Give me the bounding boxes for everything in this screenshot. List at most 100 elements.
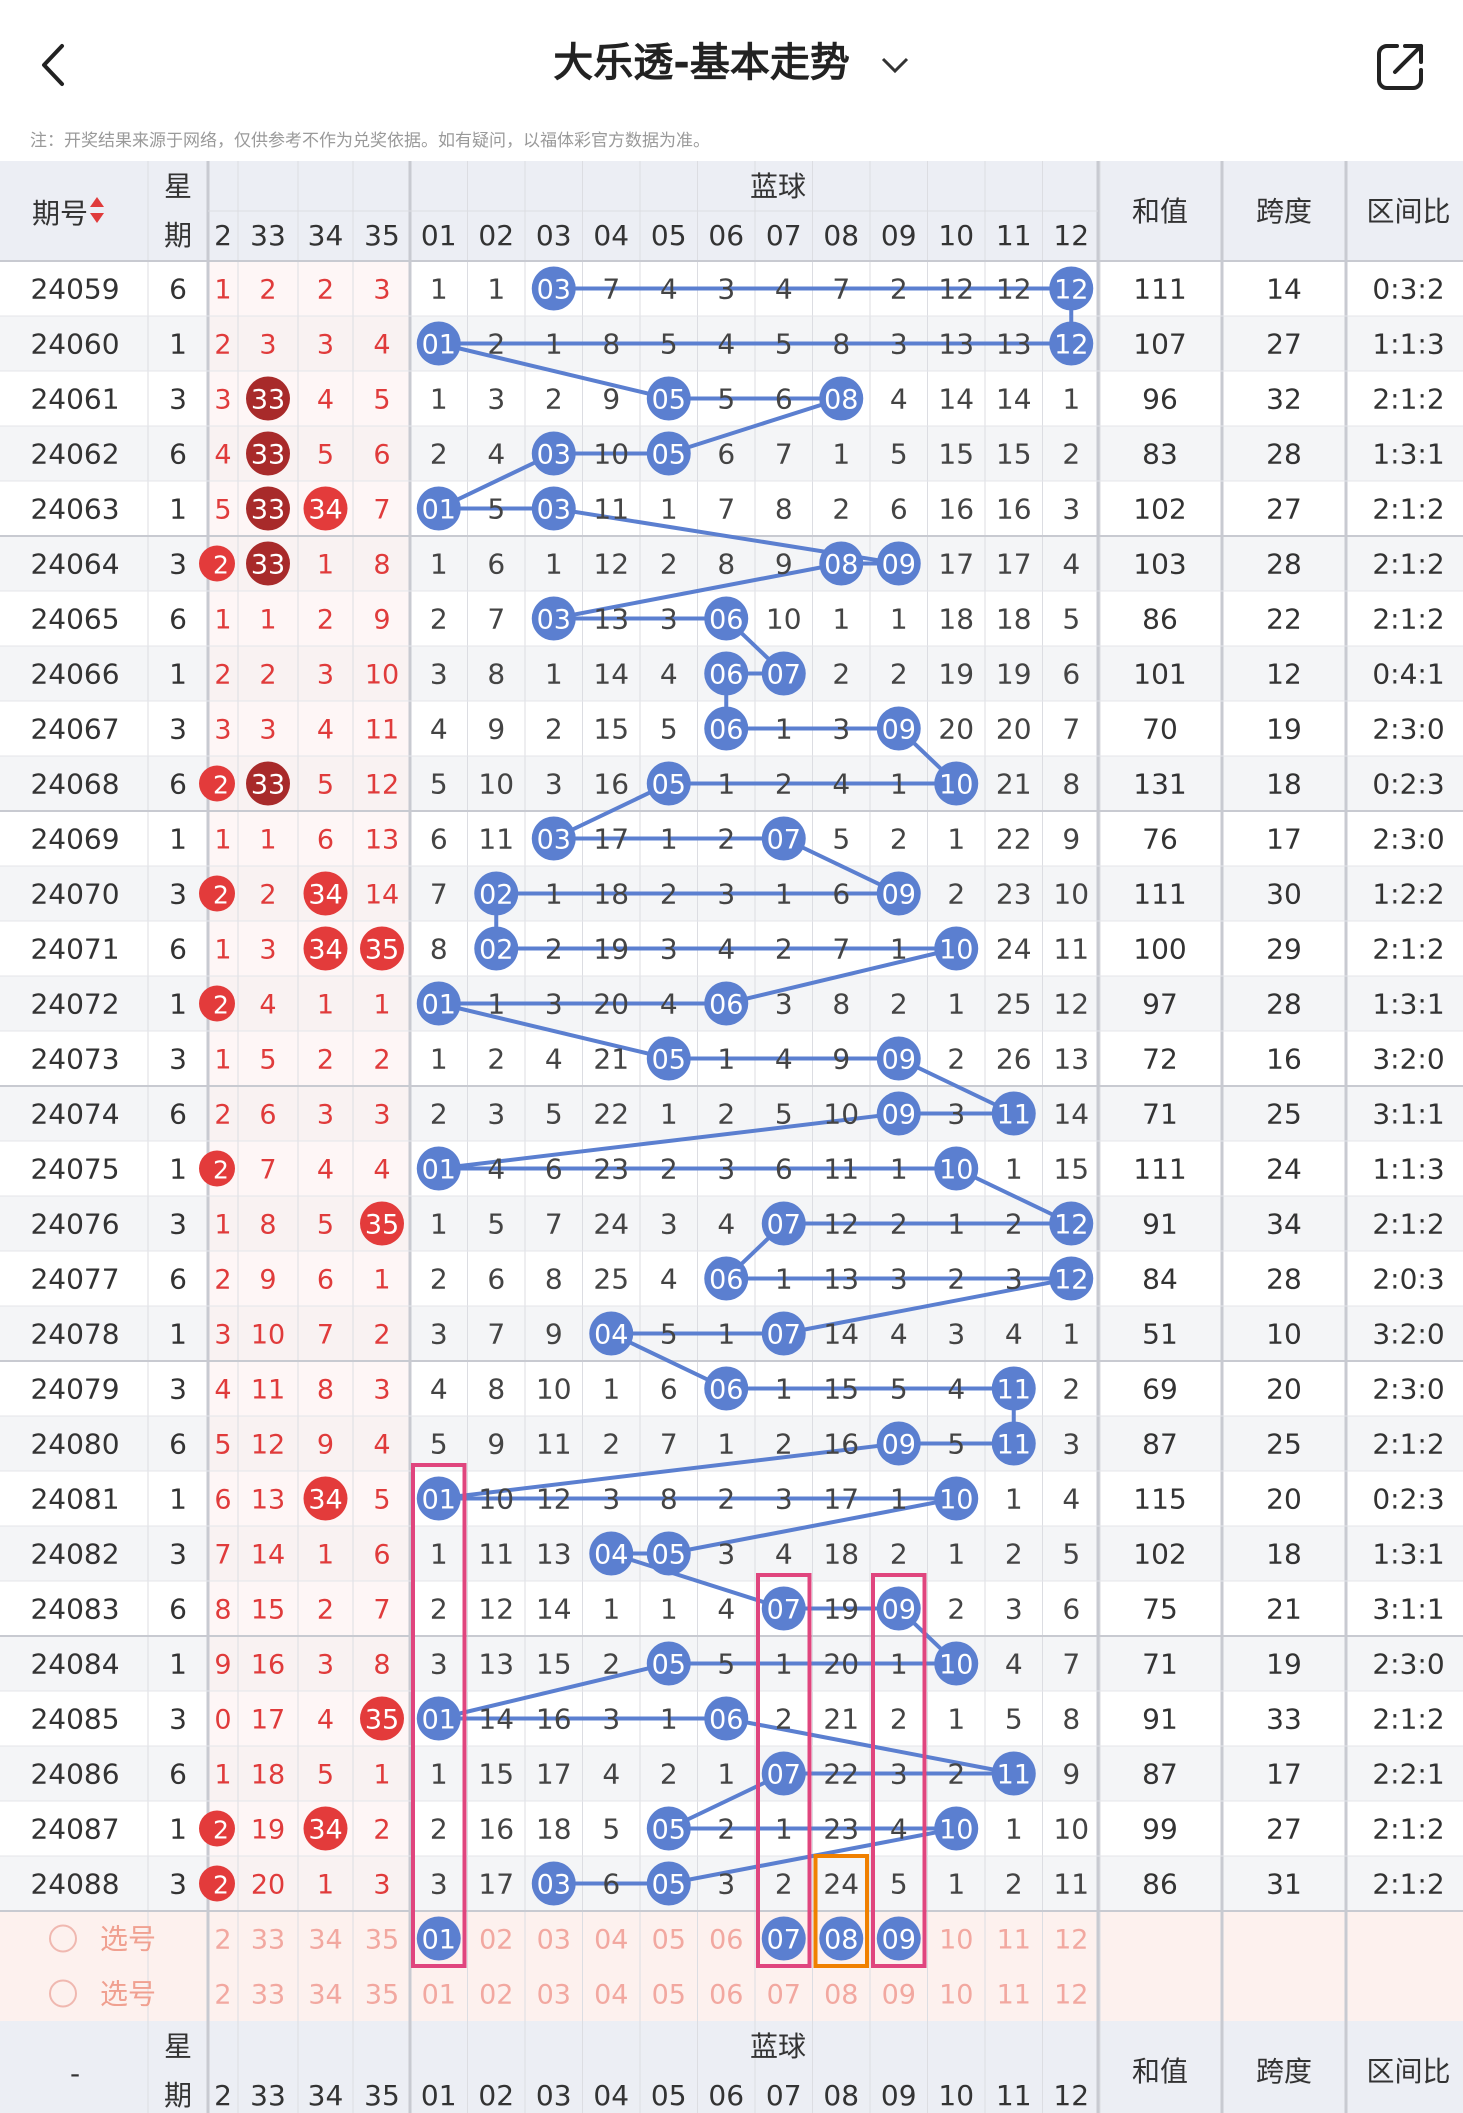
blue-miss-value: 1 bbox=[717, 1428, 735, 1461]
blue-miss-value: 4 bbox=[660, 988, 678, 1021]
front-miss-value: 5 bbox=[259, 1045, 276, 1076]
front-miss-value: 17 bbox=[251, 1705, 285, 1736]
blue-miss-value: 2 bbox=[775, 768, 793, 801]
blue-miss-value: 16 bbox=[823, 1428, 859, 1461]
weekday: 6 bbox=[169, 1428, 187, 1461]
blue-miss-value: 2 bbox=[890, 1538, 908, 1571]
blue-miss-value: 5 bbox=[430, 1428, 448, 1461]
sum-value: 86 bbox=[1142, 1868, 1178, 1901]
page-title[interactable]: 大乐透-基本走势 bbox=[0, 30, 1463, 88]
blue-miss-value: 21 bbox=[593, 1043, 629, 1076]
red-ball-partial bbox=[199, 1810, 235, 1847]
blue-miss-value: 8 bbox=[717, 548, 735, 581]
front-miss-value: 2 bbox=[373, 1815, 390, 1846]
blue-ball-number: 01 bbox=[422, 1485, 456, 1516]
front-miss-value: 4 bbox=[214, 440, 231, 471]
weekday: 3 bbox=[169, 1538, 187, 1571]
blue-miss-value: 3 bbox=[487, 383, 505, 416]
blue-ball-number: 09 bbox=[882, 550, 916, 581]
sum-value: 70 bbox=[1142, 713, 1178, 746]
blue-miss-value: 18 bbox=[593, 878, 629, 911]
red-ball-number: 2 bbox=[213, 551, 229, 580]
blue-miss-value: 24 bbox=[996, 933, 1032, 966]
front-miss-value: 2 bbox=[317, 1045, 334, 1076]
blue-miss-value: 3 bbox=[545, 988, 563, 1021]
red-ball bbox=[303, 486, 348, 531]
blue-ball-number: 06 bbox=[709, 1705, 743, 1736]
weekday: 1 bbox=[169, 328, 187, 361]
blue-miss-value: 7 bbox=[660, 1428, 678, 1461]
blue-miss-value: 13 bbox=[996, 328, 1032, 361]
issue-number: 24063 bbox=[30, 493, 119, 526]
blue-ball bbox=[819, 541, 864, 586]
blue-miss-value: 13 bbox=[593, 603, 629, 636]
blue-miss-value: 3 bbox=[717, 878, 735, 911]
weekday: 3 bbox=[169, 713, 187, 746]
column-header-blue-12: 12 bbox=[1053, 219, 1089, 252]
blue-miss-value: 13 bbox=[536, 1538, 572, 1571]
front-miss-value: 13 bbox=[251, 1485, 285, 1516]
blue-miss-value: 13 bbox=[938, 328, 974, 361]
blue-miss-value: 22 bbox=[823, 1758, 859, 1791]
span-value: 14 bbox=[1266, 273, 1302, 306]
blue-miss-value: 10 bbox=[1053, 1813, 1089, 1846]
blue-ball bbox=[474, 926, 519, 971]
blue-miss-value: 6 bbox=[487, 548, 505, 581]
front-miss-value: 3 bbox=[259, 330, 276, 361]
weekday: 6 bbox=[169, 1593, 187, 1626]
blue-miss-value: 8 bbox=[1062, 1703, 1080, 1736]
blue-miss-value: 14 bbox=[996, 383, 1032, 416]
blue-miss-value: 3 bbox=[430, 1648, 448, 1681]
back-arrow-icon[interactable] bbox=[34, 40, 74, 90]
blue-miss-value: 9 bbox=[1062, 1758, 1080, 1791]
column-header-front-35: 35 bbox=[364, 219, 400, 252]
front-miss-value: 4 bbox=[259, 990, 276, 1021]
blue-ball-number: 09 bbox=[882, 1595, 916, 1626]
sum-value: 99 bbox=[1142, 1813, 1178, 1846]
zone-ratio-value: 2:1:2 bbox=[1372, 1428, 1444, 1461]
blue-ball bbox=[991, 1751, 1036, 1796]
red-ball-number: 34 bbox=[308, 880, 342, 911]
blue-ball-number: 05 bbox=[652, 1870, 686, 1901]
sum-value: 91 bbox=[1142, 1703, 1178, 1736]
span-value: 17 bbox=[1266, 1758, 1302, 1791]
trend-table[interactable]: 期号星期蓝球 2 33 34 35 01 02 03 04 05 06 07 08 09 10 11 12 和值跨… bbox=[0, 161, 1463, 2113]
pick-blue-number: 09 bbox=[882, 1925, 916, 1956]
blue-miss-value: 1 bbox=[775, 1813, 793, 1846]
blue-miss-value: 1 bbox=[890, 1483, 908, 1516]
weekday: 6 bbox=[169, 933, 187, 966]
blue-miss-value: 26 bbox=[996, 1043, 1032, 1076]
blue-miss-value: 3 bbox=[545, 768, 563, 801]
span-value: 24 bbox=[1266, 1153, 1302, 1186]
sum-value: 83 bbox=[1142, 438, 1178, 471]
blue-miss-value: 3 bbox=[660, 933, 678, 966]
span-value: 25 bbox=[1266, 1428, 1302, 1461]
span-value: 27 bbox=[1266, 1813, 1302, 1846]
sort-down-icon bbox=[90, 213, 104, 223]
issue-number: 24070 bbox=[30, 878, 119, 911]
column-header-blue-08: 08 bbox=[823, 219, 859, 252]
blue-miss-value: 2 bbox=[1005, 1868, 1023, 1901]
weekday: 3 bbox=[169, 1373, 187, 1406]
footer-blue-11: 11 bbox=[996, 2079, 1032, 2112]
sum-value: 91 bbox=[1142, 1208, 1178, 1241]
pick-row-bg bbox=[0, 1911, 1463, 2021]
weekday: 6 bbox=[169, 1263, 187, 1296]
footer-blue-07: 07 bbox=[766, 2079, 802, 2112]
issue-number: 24088 bbox=[30, 1868, 119, 1901]
blue-miss-value: 1 bbox=[717, 1318, 735, 1351]
zone-ratio-value: 3:1:1 bbox=[1372, 1593, 1444, 1626]
blue-ball-number: 12 bbox=[1054, 275, 1088, 306]
blue-miss-value: 1 bbox=[890, 603, 908, 636]
front-miss-value: 19 bbox=[251, 1815, 285, 1846]
column-header-blue-06: 06 bbox=[708, 219, 744, 252]
weekday: 1 bbox=[169, 1648, 187, 1681]
blue-miss-value: 7 bbox=[775, 438, 793, 471]
span-value: 20 bbox=[1266, 1373, 1302, 1406]
blue-ball-number: 02 bbox=[479, 880, 513, 911]
share-icon[interactable] bbox=[1375, 40, 1427, 92]
blue-miss-value: 5 bbox=[1062, 1538, 1080, 1571]
weekday: 3 bbox=[169, 1868, 187, 1901]
blue-ball bbox=[1049, 266, 1094, 311]
front-miss-value: 11 bbox=[365, 715, 399, 746]
